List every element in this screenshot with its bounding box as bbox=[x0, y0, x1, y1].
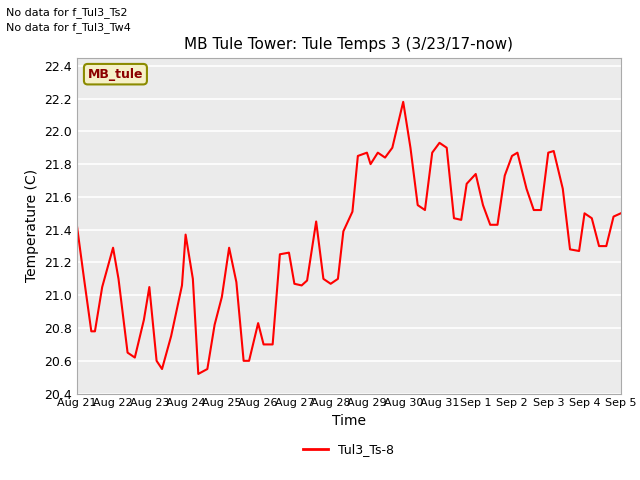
Legend: Tul3_Ts-8: Tul3_Ts-8 bbox=[298, 438, 399, 461]
Text: No data for f_Tul3_Tw4: No data for f_Tul3_Tw4 bbox=[6, 22, 131, 33]
X-axis label: Time: Time bbox=[332, 414, 366, 428]
Title: MB Tule Tower: Tule Temps 3 (3/23/17-now): MB Tule Tower: Tule Temps 3 (3/23/17-now… bbox=[184, 37, 513, 52]
Text: MB_tule: MB_tule bbox=[88, 68, 143, 81]
Text: No data for f_Tul3_Ts2: No data for f_Tul3_Ts2 bbox=[6, 7, 128, 18]
Y-axis label: Temperature (C): Temperature (C) bbox=[24, 169, 38, 282]
